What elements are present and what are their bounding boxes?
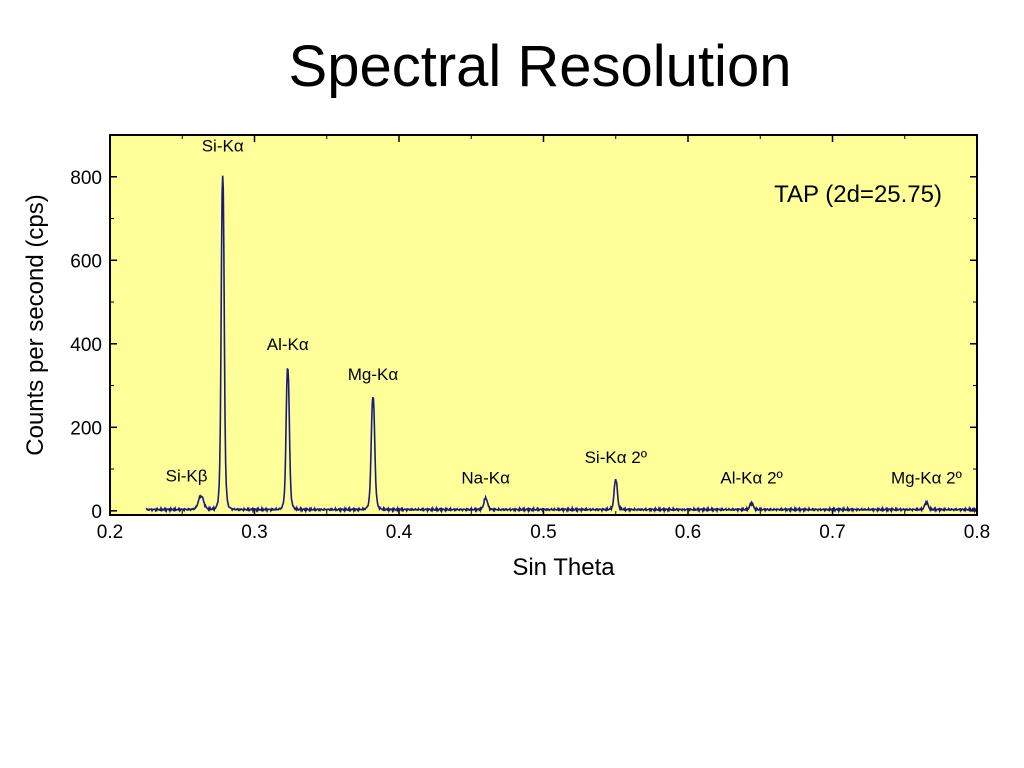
peak-label: Al-Kα [267, 335, 309, 354]
crystal-annotation: TAP (2d=25.75) [774, 181, 942, 208]
y-tick-label: 600 [70, 251, 102, 272]
y-axis-title: Counts per second (cps) [22, 194, 49, 455]
peak-label: Si-Kα [202, 137, 244, 156]
x-axis-title: Sin Theta [512, 554, 615, 581]
peak-label: Mg-Kα [348, 365, 399, 384]
x-tick-labels: 0.2 0.3 0.4 0.5 0.6 0.7 0.8 [97, 522, 990, 543]
x-tick-label: 0.8 [964, 522, 990, 543]
y-tick-label: 800 [70, 168, 102, 189]
plot-area [110, 135, 977, 515]
peak-label: Mg-Kα 2º [891, 469, 962, 488]
y-tick-label: 0 [91, 502, 102, 523]
x-tick-label: 0.7 [819, 522, 845, 543]
y-tick-labels: 0 200 400 600 800 [70, 168, 102, 523]
page-title: Spectral Resolution [288, 34, 792, 99]
x-tick-label: 0.6 [675, 522, 701, 543]
peak-label: Na-Kα [461, 469, 510, 488]
peak-label: Si-Kβ [166, 467, 208, 486]
peak-label: Al-Kα 2º [720, 469, 782, 488]
plot-frame [109, 134, 978, 516]
x-tick-label: 0.2 [97, 522, 123, 543]
x-tick-label: 0.4 [386, 522, 413, 543]
peak-label: Si-Kα 2º [585, 448, 647, 467]
y-tick-label: 200 [70, 418, 102, 439]
x-tick-label: 0.5 [530, 522, 556, 543]
y-tick-label: 400 [70, 335, 102, 356]
x-tick-label: 0.3 [241, 522, 267, 543]
spectrum-line [145, 175, 978, 514]
peak-labels: Si-Kβ Si-Kα Al-Kα Mg-Kα Na-Kα Si-Kα 2º Al-Kα 2… [166, 137, 962, 488]
